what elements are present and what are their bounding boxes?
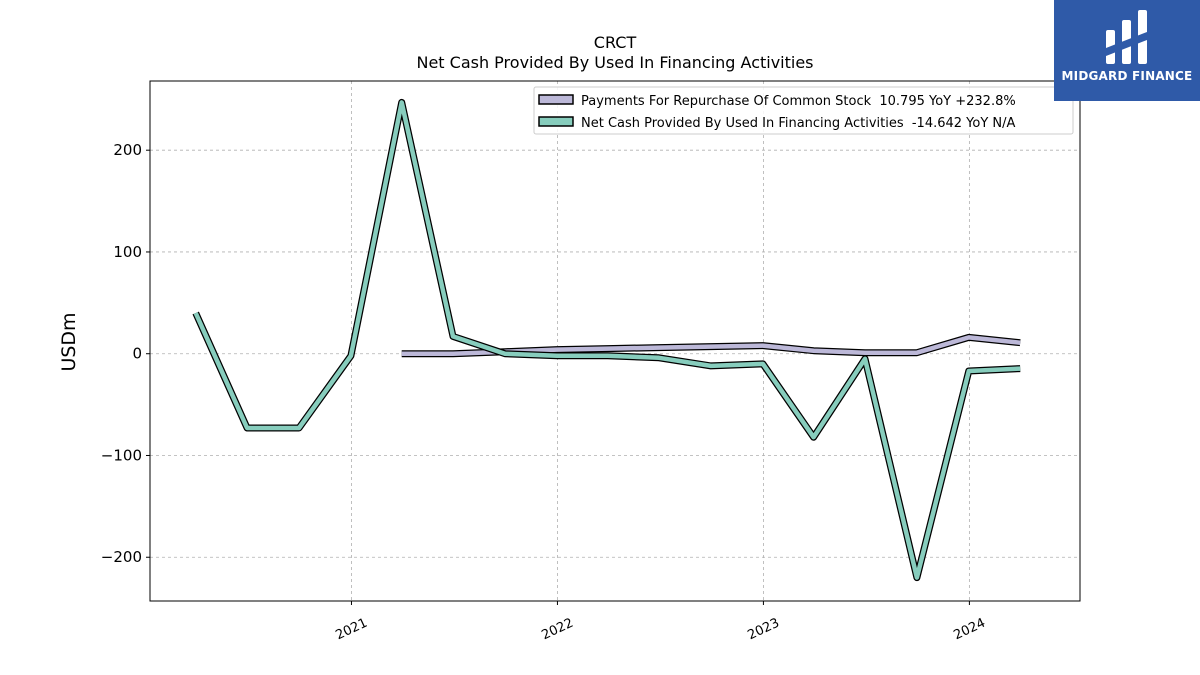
brand-logo: MIDGARD FINANCE (1054, 0, 1200, 101)
series-2-line (193, 100, 1021, 580)
legend-swatch-2 (538, 116, 574, 127)
y-tick-label: −100 (101, 446, 142, 464)
x-tick-label: 2024 (951, 616, 987, 644)
legend: Payments For Repurchase Of Common Stock … (533, 86, 1074, 135)
x-tick-label: 2021 (334, 616, 370, 644)
series-2-outline (192, 98, 1021, 582)
legend-frame (533, 86, 1074, 135)
logo-mark-icon (1106, 10, 1147, 64)
y-tick-label: 100 (113, 243, 142, 261)
x-tick-label: 2022 (539, 616, 575, 644)
y-axis-label: USDm (58, 312, 80, 372)
chart-subtitle: Net Cash Provided By Used In Financing A… (416, 53, 814, 72)
y-tick-label: 0 (132, 345, 142, 363)
legend-label-2: Net Cash Provided By Used In Financing A… (581, 116, 1016, 131)
legend-label-1: Payments For Repurchase Of Common Stock … (581, 94, 1016, 109)
logo-text: MIDGARD FINANCE (1061, 69, 1193, 83)
chart-title: CRCT (593, 33, 637, 52)
y-tick-label: 200 (113, 141, 142, 159)
grid (150, 81, 1080, 601)
legend-swatch-1 (538, 94, 574, 105)
series-lines (192, 98, 1021, 582)
axis-ticks: 2021 2022 2023 2024 200 100 0 −100 −200 (101, 141, 988, 643)
x-tick-label: 2023 (745, 616, 781, 644)
y-tick-label: −200 (101, 548, 142, 566)
plot-frame (149, 80, 1081, 602)
